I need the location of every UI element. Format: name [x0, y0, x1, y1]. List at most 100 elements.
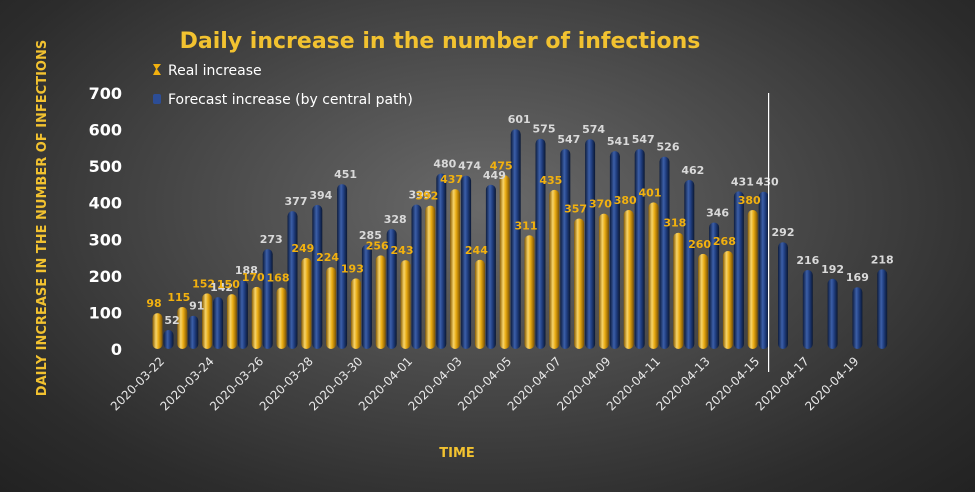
forecast-value-label: 601	[508, 113, 531, 126]
real-value-label: 244	[465, 244, 488, 257]
legend-label-real: Real increase	[168, 63, 262, 79]
real-value-label: 370	[589, 198, 612, 211]
forecast-value-label: 462	[681, 164, 704, 177]
forecast-value-label: 451	[334, 168, 357, 181]
forecast-increase-bar	[436, 173, 447, 349]
real-value-label: 380	[738, 194, 761, 207]
real-increase-bar	[350, 278, 361, 349]
real-increase-bar	[375, 255, 386, 349]
forecast-increase-bar	[877, 269, 888, 349]
forecast-increase-bar	[709, 222, 720, 349]
forecast-value-label: 188	[235, 264, 258, 277]
real-increase-bar	[326, 267, 337, 349]
forecast-value-label: 480	[433, 157, 456, 170]
forecast-value-label: 474	[458, 160, 481, 173]
forecast-increase-bar	[535, 138, 546, 349]
forecast-value-label: 394	[309, 189, 332, 202]
forecast-value-label: 574	[582, 123, 605, 136]
real-value-label: 357	[564, 202, 587, 215]
real-increase-bar	[574, 218, 585, 349]
real-increase-bar	[722, 250, 733, 349]
forecast-value-label: 377	[285, 195, 308, 208]
legend-item-forecast: Forecast increase (by central path)	[153, 92, 413, 108]
real-increase-bar	[698, 253, 709, 349]
forecast-value-label: 328	[384, 213, 407, 226]
forecast-increase-bar	[312, 204, 323, 349]
real-increase-bar	[450, 189, 461, 349]
y-tick-label: 500	[89, 157, 122, 176]
y-tick-label: 100	[89, 303, 122, 322]
real-increase-bar	[648, 202, 659, 349]
legend-label-forecast: Forecast increase (by central path)	[168, 92, 413, 108]
forecast-increase-bar	[188, 315, 199, 349]
forecast-increase-bar	[684, 180, 695, 349]
forecast-value-label: 431	[731, 175, 754, 188]
x-tick-label: 2020-04-19	[802, 354, 861, 413]
legend-swatch-real	[153, 64, 161, 75]
real-value-label: 243	[391, 244, 414, 257]
forecast-value-label: 395	[409, 189, 432, 202]
forecast-value-label: 575	[533, 123, 556, 136]
forecast-value-label: 285	[359, 229, 382, 242]
real-value-label: 437	[440, 173, 463, 186]
legend-item-real: Real increase	[153, 63, 262, 79]
forecast-value-label: 91	[189, 300, 204, 313]
real-value-label: 152	[192, 277, 215, 290]
real-increase-bar	[524, 235, 535, 349]
chart-title: Daily increase in the number of infectio…	[180, 29, 701, 54]
y-tick-label: 400	[89, 194, 122, 213]
real-increase-bar	[598, 213, 609, 349]
real-value-label: 435	[539, 174, 562, 187]
forecast-value-label: 449	[483, 169, 506, 182]
real-increase-bar	[251, 286, 262, 349]
forecast-value-label: 526	[657, 141, 680, 154]
real-increase-bar	[549, 189, 560, 349]
forecast-value-label: 169	[846, 271, 869, 284]
real-value-label: 401	[639, 186, 662, 199]
forecast-value-label: 273	[260, 233, 283, 246]
forecast-value-label: 142	[210, 281, 233, 294]
real-value-label: 380	[614, 194, 637, 207]
real-increase-bar	[177, 306, 188, 349]
forecast-increase-bar	[609, 151, 620, 349]
forecast-increase-bar	[287, 211, 298, 349]
real-value-label: 475	[490, 159, 513, 172]
forecast-increase-bar	[827, 278, 838, 349]
real-value-label: 150	[217, 278, 240, 291]
y-tick-label: 700	[89, 84, 122, 103]
forecast-increase-bar	[560, 148, 571, 349]
forecast-increase-bar	[411, 204, 422, 349]
y-tick-label: 600	[89, 121, 122, 140]
real-increase-bar	[226, 294, 237, 349]
forecast-value-label: 216	[796, 254, 819, 267]
real-increase-bar	[400, 260, 411, 349]
forecast-value-label: 541	[607, 135, 630, 148]
real-increase-bar	[474, 259, 485, 349]
y-axis: 0 100 200 300 400 500 600 700	[89, 84, 122, 359]
real-value-label: 392	[415, 190, 438, 203]
forecast-increase-bar	[485, 184, 496, 349]
legend: Real increase Forecast increase (by cent…	[153, 63, 413, 108]
forecast-increase-bar	[733, 191, 744, 349]
forecast-value-label: 346	[706, 206, 729, 219]
real-value-label: 256	[366, 239, 389, 252]
real-increase-bar	[202, 293, 213, 349]
forecast-increase-bar	[585, 139, 596, 349]
real-value-label: 268	[713, 235, 736, 248]
real-increase-bar	[747, 210, 758, 349]
real-value-label: 115	[167, 291, 190, 304]
forecast-increase-bar	[659, 156, 670, 349]
y-tick-label: 0	[111, 340, 122, 359]
real-increase-bar	[301, 257, 312, 349]
real-value-label: 260	[688, 238, 711, 251]
forecast-increase-bar	[510, 129, 521, 349]
forecast-increase-bar	[213, 297, 224, 349]
real-value-label: 224	[316, 251, 339, 264]
real-value-label: 311	[515, 219, 538, 232]
real-value-label: 170	[242, 271, 265, 284]
bars	[152, 129, 888, 349]
forecast-increase-bar	[758, 191, 769, 349]
y-axis-title: DAILY INCREASE IN THE NUMBER OF INFECTIO…	[35, 40, 50, 396]
legend-swatch-forecast	[153, 94, 161, 104]
real-increase-bar	[425, 205, 436, 349]
